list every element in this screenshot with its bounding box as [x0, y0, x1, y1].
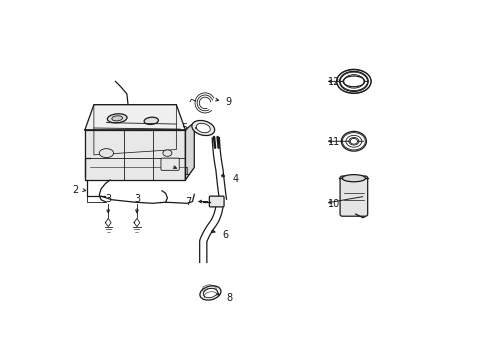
Polygon shape: [85, 105, 185, 130]
Ellipse shape: [203, 288, 217, 298]
Polygon shape: [185, 123, 194, 180]
Text: 5: 5: [181, 123, 187, 133]
Polygon shape: [85, 130, 185, 180]
Text: 11: 11: [328, 138, 340, 147]
Ellipse shape: [336, 69, 370, 94]
Polygon shape: [134, 219, 140, 226]
FancyBboxPatch shape: [161, 158, 179, 170]
Text: 2: 2: [72, 185, 79, 195]
Polygon shape: [105, 219, 111, 226]
Ellipse shape: [99, 149, 113, 158]
Ellipse shape: [107, 114, 127, 123]
Text: 1: 1: [184, 167, 190, 177]
Text: 7: 7: [184, 197, 191, 207]
Text: 12: 12: [328, 77, 340, 87]
Ellipse shape: [196, 123, 210, 133]
Text: 4: 4: [232, 174, 238, 184]
Ellipse shape: [144, 117, 158, 125]
Text: 6: 6: [222, 230, 228, 239]
FancyBboxPatch shape: [339, 176, 367, 216]
Ellipse shape: [341, 131, 366, 151]
Text: 3: 3: [105, 194, 111, 204]
Text: 10: 10: [328, 199, 340, 210]
Ellipse shape: [343, 76, 364, 87]
Text: 3: 3: [134, 194, 140, 204]
Ellipse shape: [163, 150, 171, 156]
Ellipse shape: [191, 121, 214, 136]
Ellipse shape: [200, 286, 221, 300]
Ellipse shape: [349, 138, 357, 144]
Ellipse shape: [339, 71, 367, 91]
Ellipse shape: [342, 175, 365, 182]
Text: 9: 9: [225, 97, 231, 107]
Ellipse shape: [112, 116, 122, 121]
FancyBboxPatch shape: [209, 196, 224, 207]
Text: 8: 8: [226, 293, 232, 303]
